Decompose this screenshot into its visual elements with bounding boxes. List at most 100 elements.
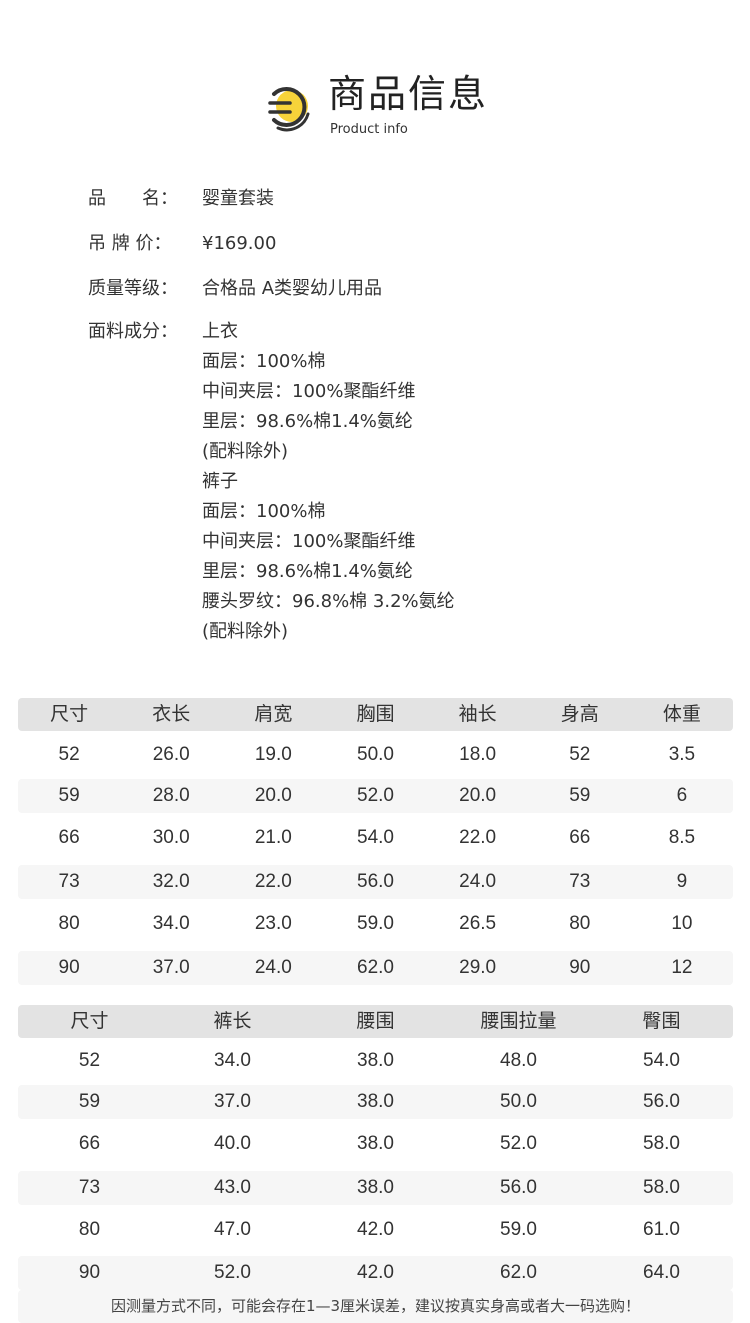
table-cell: 56.0: [357, 871, 394, 892]
table-cell: 54.0: [357, 827, 394, 848]
column-header: 裤长: [213, 1010, 252, 1032]
table-cell: 52.0: [500, 1133, 537, 1154]
table-cell: 22.0: [254, 871, 292, 892]
info-value-line: 里层：98.6%棉1.4%氨纶: [202, 411, 413, 432]
table-cell: 64.0: [643, 1262, 680, 1283]
section-header: 商品信息 Product info: [264, 72, 524, 142]
column-header: 袖长: [458, 703, 497, 725]
table-row: 90 37.0 24.0 62.0 29.0 90 12: [18, 951, 733, 985]
column-header: 尺寸: [70, 1010, 109, 1032]
table-cell: 59: [569, 785, 591, 806]
info-label: 吊 牌 价：: [88, 233, 172, 254]
table-cell: 20.0: [254, 785, 292, 806]
table-header-row: 尺寸 裤长 腰围 腰围拉量 臀围: [18, 1005, 733, 1038]
table-cell: 22.0: [459, 827, 497, 848]
table-cell: 73: [569, 871, 591, 892]
column-header: 腰围拉量: [480, 1010, 557, 1032]
table-cell: 54.0: [643, 1050, 680, 1071]
info-value-line: 腰头罗纹：96.8%棉 3.2%氨纶: [202, 591, 455, 612]
table-cell: 62.0: [500, 1262, 537, 1283]
column-header: 胸围: [356, 703, 395, 725]
table-cell: 24.0: [254, 957, 292, 978]
table-cell: 73: [58, 871, 80, 892]
column-header: 臀围: [642, 1010, 681, 1032]
column-header: 肩宽: [254, 703, 293, 725]
table-cell: 40.0: [214, 1133, 251, 1154]
table-cell: 61.0: [643, 1219, 680, 1240]
table-cell: 52: [78, 1050, 101, 1071]
info-value-line: 面层：100%棉: [202, 351, 326, 372]
info-value: ¥169.00: [202, 233, 277, 254]
table-row: 73 32.0 22.0 56.0 24.0 73 9: [18, 865, 733, 899]
table-row: 66 30.0 21.0 54.0 22.0 66 8.5: [18, 821, 733, 855]
table-row: 80 47.0 42.0 59.0 61.0: [18, 1213, 733, 1247]
info-value-line: 中间夹层：100%聚酯纤维: [202, 381, 416, 402]
page-subtitle: Product info: [330, 122, 408, 137]
table-cell: 20.0: [459, 785, 497, 806]
info-label: 面料成分：: [88, 321, 178, 342]
table-cell: 34.0: [152, 913, 190, 934]
table-cell: 19.0: [254, 744, 292, 765]
table-cell: 37.0: [152, 957, 190, 978]
table-cell: 73: [78, 1177, 101, 1198]
info-value: 婴童套装: [202, 188, 274, 209]
measurement-note: 因测量方式不同，可能会存在1—3厘米误差，建议按真实身高或者大一码选购！: [18, 1290, 733, 1323]
table-cell: 23.0: [254, 913, 292, 934]
table-cell: 50.0: [357, 744, 394, 765]
product-info-icon: [268, 87, 310, 132]
table-cell: 59: [78, 1091, 101, 1112]
table-cell: 62.0: [357, 957, 394, 978]
table-cell: 8.5: [668, 827, 696, 848]
table-cell: 66: [569, 827, 591, 848]
table-cell: 59: [58, 785, 80, 806]
table-cell: 52: [58, 744, 80, 765]
table-cell: 6: [676, 785, 688, 806]
info-value-line: (配料除外): [202, 441, 289, 462]
table-cell: 56.0: [500, 1177, 537, 1198]
table-cell: 50.0: [500, 1091, 537, 1112]
info-value-line: (配料除外): [202, 621, 289, 642]
table-cell: 43.0: [214, 1177, 251, 1198]
info-value: 合格品 A类婴幼儿用品: [202, 278, 383, 299]
table-cell: 9: [676, 871, 688, 892]
table-cell: 42.0: [357, 1262, 394, 1283]
table-cell: 18.0: [459, 744, 497, 765]
table-cell: 66: [78, 1133, 101, 1154]
table-cell: 28.0: [152, 785, 190, 806]
table-cell: 52.0: [214, 1262, 251, 1283]
table-cell: 66: [58, 827, 80, 848]
column-header: 衣长: [152, 703, 191, 725]
table-cell: 12: [671, 957, 693, 978]
column-header: 体重: [662, 703, 701, 725]
table-cell: 38.0: [357, 1050, 394, 1071]
table-row: 80 34.0 23.0 59.0 26.5 80 10: [18, 907, 733, 941]
table-cell: 47.0: [214, 1219, 251, 1240]
table-cell: 59.0: [500, 1219, 537, 1240]
table-cell: 29.0: [459, 957, 497, 978]
table-cell: 24.0: [459, 871, 497, 892]
table-cell: 38.0: [357, 1091, 394, 1112]
table-cell: 3.5: [668, 744, 696, 765]
table-cell: 30.0: [152, 827, 190, 848]
table-cell: 56.0: [643, 1091, 680, 1112]
table-cell: 26.5: [459, 913, 497, 934]
table-cell: 32.0: [152, 871, 190, 892]
table-row: 59 28.0 20.0 52.0 20.0 59 6: [18, 779, 733, 813]
table-cell: 42.0: [357, 1219, 394, 1240]
table-cell: 80: [58, 913, 80, 934]
table-cell: 90: [78, 1262, 101, 1283]
table-cell: 26.0: [152, 744, 190, 765]
table-cell: 80: [78, 1219, 101, 1240]
info-label: 品 名：: [88, 188, 178, 209]
table-header-row: 尺寸 衣长 肩宽 胸围 袖长 身高 体重: [18, 698, 733, 731]
table-row: 73 43.0 38.0 56.0 58.0: [18, 1171, 733, 1205]
column-header: 腰围: [356, 1010, 395, 1032]
column-header: 身高: [560, 703, 599, 725]
table-row: 52 34.0 38.0 48.0 54.0: [18, 1044, 733, 1078]
info-label: 质量等级：: [88, 278, 178, 299]
info-value-line: 面层：100%棉: [202, 501, 326, 522]
table-cell: 38.0: [357, 1133, 394, 1154]
table-row: 59 37.0 38.0 50.0 56.0: [18, 1085, 733, 1119]
info-value-line: 中间夹层：100%聚酯纤维: [202, 531, 416, 552]
table-cell: 58.0: [643, 1133, 680, 1154]
